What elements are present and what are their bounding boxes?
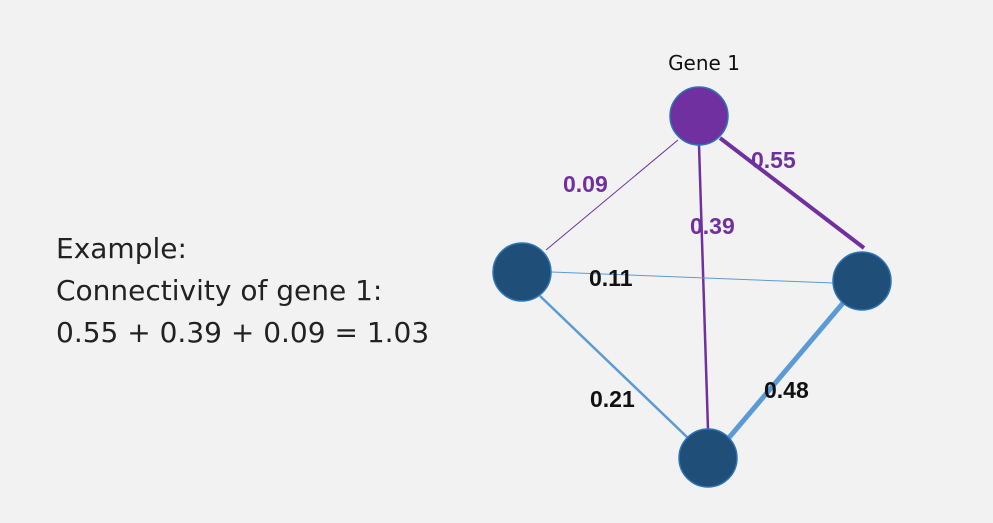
node-gene1	[669, 86, 729, 146]
node-right	[832, 251, 892, 311]
edge-label-gene1-bottom: 0.39	[690, 213, 735, 239]
edge-gene1-left	[545, 139, 679, 251]
edge-gene1-bottom	[697, 144, 710, 431]
edge-label-left-bottom: 0.21	[590, 386, 635, 412]
example-text: Example: Connectivity of gene 1: 0.55 + …	[56, 228, 429, 354]
connectivity-formula: 0.55 + 0.39 + 0.09 = 1.03	[56, 316, 430, 349]
edge-gene1-right	[718, 136, 866, 250]
edge-label-left-right: 0.11	[589, 265, 633, 291]
edge-label-gene1-right: 0.55	[751, 147, 796, 173]
edge-label-right-bottom: 0.48	[764, 377, 809, 403]
example-heading: Example:	[56, 232, 187, 265]
node-bottom	[678, 428, 738, 488]
edge-label-gene1-left: 0.09	[563, 171, 608, 197]
node-left	[492, 242, 552, 302]
edge-left-bottom	[539, 295, 689, 439]
edge-left-right	[550, 271, 835, 284]
node-label-gene1: Gene 1	[668, 51, 740, 75]
connectivity-label: Connectivity of gene 1:	[56, 274, 383, 307]
edge-right-bottom	[725, 301, 845, 442]
